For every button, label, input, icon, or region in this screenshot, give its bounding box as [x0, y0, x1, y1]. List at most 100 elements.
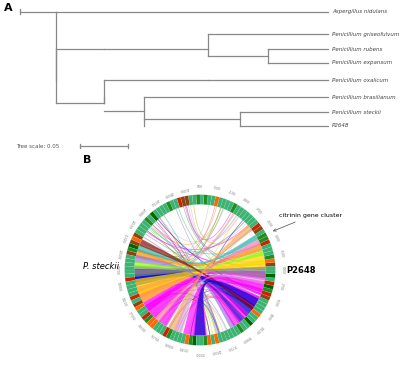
Polygon shape [233, 205, 241, 215]
Polygon shape [188, 335, 193, 345]
Text: 6900: 6900 [281, 266, 285, 274]
Polygon shape [230, 203, 238, 213]
Polygon shape [192, 335, 196, 345]
Polygon shape [177, 332, 183, 343]
Polygon shape [152, 209, 162, 219]
Text: 5300: 5300 [273, 234, 280, 243]
Polygon shape [137, 271, 266, 298]
Polygon shape [137, 226, 147, 234]
Polygon shape [128, 243, 139, 250]
Polygon shape [194, 280, 259, 336]
Text: 2900: 2900 [242, 197, 250, 205]
Polygon shape [244, 316, 253, 326]
Polygon shape [214, 196, 220, 207]
Polygon shape [246, 217, 256, 226]
Polygon shape [136, 244, 263, 266]
Polygon shape [264, 254, 274, 260]
Polygon shape [134, 270, 266, 278]
Text: 11700: 11700 [226, 343, 237, 350]
Polygon shape [210, 196, 216, 206]
Polygon shape [142, 219, 151, 229]
Polygon shape [156, 323, 164, 333]
Polygon shape [145, 275, 265, 318]
Text: 12500: 12500 [211, 349, 221, 354]
Text: 20500: 20500 [116, 249, 122, 259]
Polygon shape [133, 300, 143, 308]
Polygon shape [127, 247, 138, 253]
Polygon shape [144, 314, 154, 323]
Polygon shape [166, 329, 173, 339]
Polygon shape [217, 332, 223, 343]
Polygon shape [134, 269, 254, 316]
Polygon shape [131, 236, 142, 243]
Polygon shape [130, 239, 140, 247]
Polygon shape [147, 316, 156, 326]
Text: 15700: 15700 [149, 335, 159, 343]
Polygon shape [265, 258, 275, 263]
Polygon shape [139, 276, 260, 311]
Text: 14100: 14100 [179, 349, 189, 354]
Polygon shape [126, 284, 137, 290]
Polygon shape [265, 277, 275, 282]
Polygon shape [193, 285, 241, 336]
Polygon shape [260, 239, 270, 247]
Polygon shape [124, 270, 134, 274]
Polygon shape [241, 319, 250, 329]
Polygon shape [135, 229, 145, 237]
Polygon shape [126, 280, 136, 286]
Polygon shape [233, 325, 241, 335]
Text: Penicillium rubens: Penicillium rubens [332, 47, 382, 52]
Polygon shape [238, 321, 248, 331]
Polygon shape [261, 290, 272, 297]
Polygon shape [251, 309, 261, 318]
Polygon shape [255, 303, 265, 311]
Text: 22100: 22100 [127, 219, 135, 229]
Text: 500: 500 [197, 185, 203, 189]
Polygon shape [130, 293, 140, 301]
Text: 13300: 13300 [195, 351, 205, 355]
Polygon shape [262, 287, 273, 293]
Polygon shape [138, 260, 266, 303]
Polygon shape [169, 330, 176, 340]
Polygon shape [142, 311, 151, 321]
Polygon shape [196, 336, 200, 345]
Polygon shape [214, 333, 220, 344]
Text: 10900: 10900 [241, 335, 251, 344]
Polygon shape [255, 229, 265, 237]
Polygon shape [257, 232, 267, 240]
Text: 8500: 8500 [273, 297, 280, 306]
Polygon shape [174, 275, 265, 333]
Polygon shape [207, 195, 212, 205]
Text: 22900: 22900 [136, 206, 146, 216]
Text: 18100: 18100 [120, 296, 127, 307]
Polygon shape [159, 325, 167, 335]
Polygon shape [162, 327, 170, 337]
Polygon shape [261, 243, 272, 250]
Text: 18900: 18900 [116, 281, 122, 291]
Polygon shape [125, 258, 135, 263]
Polygon shape [135, 303, 145, 311]
Polygon shape [166, 201, 173, 211]
Polygon shape [220, 331, 227, 342]
Polygon shape [183, 283, 249, 336]
Polygon shape [266, 270, 276, 274]
Polygon shape [152, 321, 162, 331]
Polygon shape [265, 262, 275, 267]
Polygon shape [220, 198, 227, 209]
Polygon shape [147, 214, 156, 224]
Polygon shape [224, 200, 231, 210]
Polygon shape [177, 197, 183, 208]
Text: 21300: 21300 [120, 233, 127, 244]
Text: 3700: 3700 [254, 207, 263, 216]
Text: 25300: 25300 [179, 186, 189, 192]
Text: citrinin gene cluster: citrinin gene cluster [274, 213, 342, 231]
Polygon shape [135, 273, 245, 322]
Text: Tree scale: 0.05: Tree scale: 0.05 [16, 144, 59, 149]
Polygon shape [124, 266, 134, 270]
Polygon shape [180, 196, 186, 207]
Text: P. steckii: P. steckii [83, 262, 119, 271]
Polygon shape [192, 195, 196, 205]
Polygon shape [139, 223, 149, 231]
Text: 17300: 17300 [127, 311, 135, 321]
Polygon shape [139, 239, 255, 310]
